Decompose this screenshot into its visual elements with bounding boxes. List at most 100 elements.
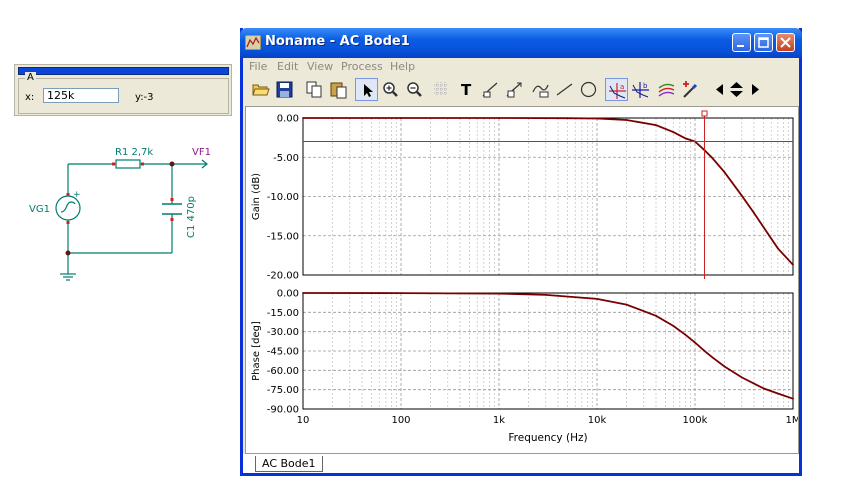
gain-data-point [625,119,628,121]
phase-data-point [400,292,402,294]
resistor-r1[interactable] [115,159,141,169]
circle-tool-button[interactable] [577,78,600,101]
xtick-label: 10 [297,415,310,426]
phase-data-point [498,292,500,295]
gain-trace [303,117,794,266]
select-pointer-button[interactable] [355,78,378,101]
window-title: Noname - AC Bode1 [265,34,410,49]
cursor-a-icon: a [609,83,626,99]
gain-data-point [762,226,765,228]
phase-data-point [792,397,794,400]
arrow-right-icon [752,84,759,95]
zoom-in-button[interactable] [379,78,402,101]
phase-plot-frame [302,292,794,410]
marker-tool-icon [482,82,498,98]
pointer-icon [364,84,373,97]
copy-button[interactable] [303,78,326,101]
resistor-label: R1 2,7k [115,147,153,158]
output-label: VF1 [192,147,211,158]
marker-tool-button[interactable] [479,78,502,101]
plot-area: 0.00 -5.00 -10.00 -15.00 -20.00 Gain (dB) 0.00… [245,106,801,454]
phase-ytick-label: -60.00 [267,366,299,377]
nav-left-button[interactable] [709,78,732,101]
y-value-text: y:-3 [135,92,154,103]
menu-help[interactable]: Help [390,60,416,73]
menu-view[interactable]: View [307,60,334,73]
gain-data-point [672,131,675,133]
gain-data-point [498,117,500,119]
add-probe-button[interactable] [679,78,702,101]
phase-ytick-label: -30.00 [267,327,299,338]
floppy-icon [276,81,293,98]
bode-plot[interactable]: 0.00 -5.00 -10.00 -15.00 -20.00 Gain (dB) 0.00… [246,107,801,453]
xtick-label: 100k [683,415,708,426]
gain-ytick-label: -10.00 [267,192,299,203]
gain-data-point [740,194,743,197]
paste-icon [330,82,347,99]
phase-data-point [762,387,765,390]
phase-data-point [596,298,598,300]
curves-icon [658,83,675,97]
gain-ytick-label: -5.00 [273,153,299,164]
minimize-button[interactable] [732,33,751,52]
phase-data-point [625,303,628,306]
menu-file[interactable]: File [249,60,268,73]
open-button[interactable] [249,78,272,101]
phase-data-point [723,365,726,368]
phase-trace [302,292,794,400]
window-title-bar[interactable]: Noname - AC Bode1 [240,28,802,58]
gain-data-point [711,157,714,159]
curve-tool-button[interactable] [529,78,552,101]
phase-data-point [672,325,675,327]
phase-data-point [711,356,714,359]
gain-data-point [302,117,304,119]
phase-axis-label: Phase [deg] [251,321,262,381]
text-tool-button[interactable]: T [455,78,478,101]
gain-ytick-label: -15.00 [267,231,299,242]
x-value-input[interactable] [43,88,119,103]
cursor-b-button[interactable]: b [629,78,652,101]
menu-process[interactable]: Process [341,60,383,73]
svg-text:T: T [461,81,472,99]
curves-button[interactable] [655,78,678,101]
gain-data-point [776,247,779,250]
arrow-up-down-icon [730,82,743,97]
phase-data-point [302,292,304,294]
folder-open-icon [252,84,270,96]
grid-button[interactable] [429,78,452,101]
phase-data-point [684,333,687,336]
toolbar: T a b [247,78,763,104]
phase-data-point [740,376,743,379]
zoom-out-button[interactable] [403,78,426,101]
close-button[interactable] [776,33,795,52]
maximize-button[interactable] [754,33,773,52]
marker-tool-2-button[interactable] [503,78,526,101]
menu-edit[interactable]: Edit [277,60,299,73]
tab-bar: AC Bode1 [243,454,799,473]
xtick-label: 100 [391,415,410,426]
ground-icon [60,273,76,281]
cursor-a-button[interactable]: a [605,78,628,101]
phase-ytick-label: -15.00 [267,308,299,319]
junction-node-top [169,161,175,167]
save-button[interactable] [273,78,296,101]
nav-updown-button[interactable] [725,78,748,101]
line-tool-button[interactable] [553,78,576,101]
phase-ytick-label: -90.00 [267,405,299,416]
panel-title-bar[interactable] [18,67,229,75]
gain-data-point [655,124,657,126]
add-probe-icon [683,81,698,98]
circle-tool-icon [580,81,597,98]
tab-ac-bode1[interactable]: AC Bode1 [255,456,323,472]
cursor-group-label: A [25,72,36,83]
paste-button[interactable] [327,78,350,101]
nav-right-button[interactable] [743,78,766,101]
phase-data-point [544,294,547,296]
menu-bar: File Edit View Process Help [243,58,799,76]
output-terminal-icon[interactable] [201,159,208,169]
phase-ytick-label: 0.00 [277,289,299,300]
capacitor-c1[interactable] [162,203,182,215]
minimize-icon [737,45,744,47]
gain-data-point [596,117,598,120]
cursor-handle[interactable] [701,110,708,117]
